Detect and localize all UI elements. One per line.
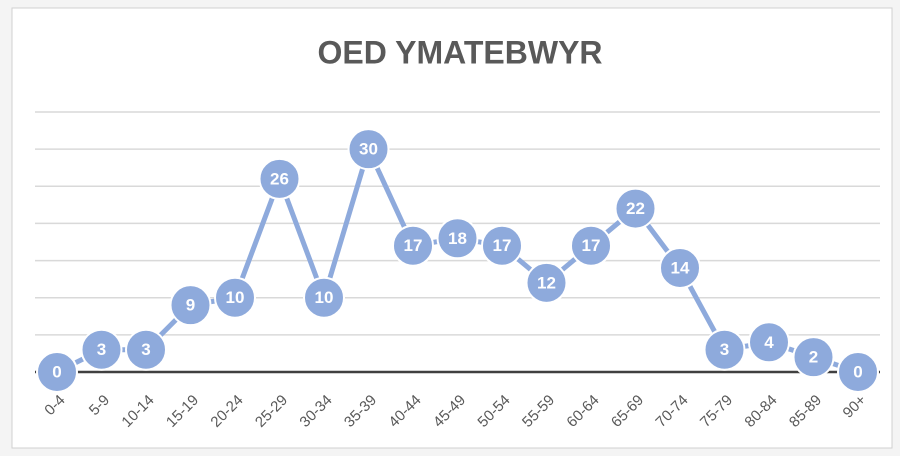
- marker: [703, 328, 746, 371]
- data-label: 4: [764, 333, 774, 352]
- data-label: 0: [52, 362, 61, 381]
- data-label: 3: [97, 340, 106, 359]
- marker: [614, 187, 657, 230]
- marker: [792, 336, 835, 379]
- data-label: 17: [582, 236, 601, 255]
- marker: [214, 276, 256, 319]
- marker: [125, 328, 167, 371]
- data-label: 14: [671, 258, 690, 277]
- marker: [258, 157, 301, 200]
- data-label: 17: [404, 236, 423, 255]
- data-label: 10: [315, 288, 334, 307]
- marker: [392, 224, 434, 267]
- data-label: 3: [720, 340, 729, 359]
- marker: [436, 217, 479, 260]
- marker: [481, 224, 523, 267]
- data-label: 2: [809, 348, 818, 367]
- marker: [525, 261, 568, 304]
- marker: [303, 276, 345, 319]
- marker: [36, 351, 78, 393]
- marker: [169, 284, 212, 327]
- data-label: 30: [359, 140, 378, 159]
- marker: [837, 351, 879, 393]
- data-label: 10: [226, 288, 245, 307]
- marker: [570, 224, 612, 267]
- marker: [347, 128, 390, 171]
- data-label: 9: [186, 296, 195, 315]
- data-label: 17: [493, 236, 512, 255]
- data-label: 3: [141, 340, 150, 359]
- data-label: 18: [448, 229, 467, 248]
- data-label: 22: [626, 199, 645, 218]
- marker: [659, 247, 701, 289]
- marker: [748, 321, 790, 364]
- chart-title: OED YMATEBWYR: [317, 34, 602, 70]
- data-label: 26: [270, 169, 289, 188]
- data-label: 12: [537, 273, 556, 292]
- data-label: 0: [853, 362, 862, 381]
- marker: [80, 328, 123, 371]
